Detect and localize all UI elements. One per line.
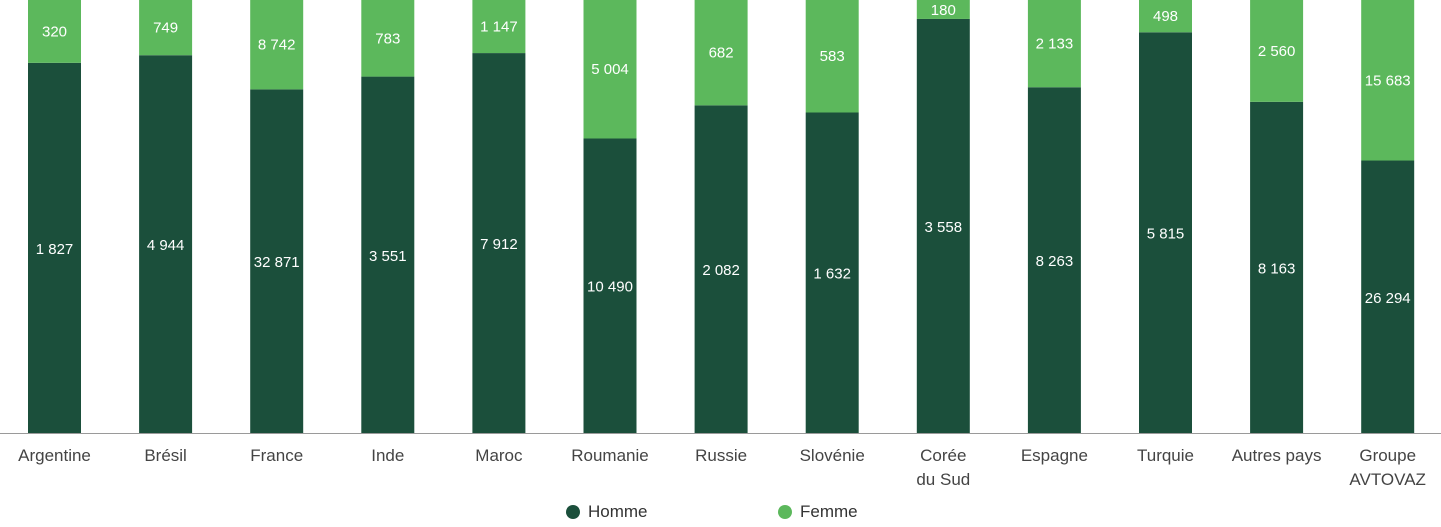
x-tick-label-russie: Russie (695, 446, 747, 465)
value-label-femme-autres-pays: 2 560 (1258, 43, 1296, 60)
bar-homme-maroc (472, 53, 526, 433)
value-label-homme-autres-pays: 8 163 (1258, 260, 1296, 277)
value-label-femme-coree-du-sud: 180 (931, 2, 956, 19)
bar-femme-maroc (472, 0, 526, 54)
value-label-femme-slovenie: 583 (820, 48, 845, 65)
bar-homme-slovenie (805, 112, 859, 433)
bar-homme-france (250, 89, 304, 433)
value-label-femme-inde: 783 (375, 30, 400, 47)
value-label-homme-slovenie: 1 632 (813, 266, 851, 283)
value-label-femme-argentine: 320 (42, 23, 67, 40)
x-tick-label-inde: Inde (371, 446, 404, 465)
bar-femme-autres-pays (1250, 0, 1304, 102)
x-tick-label-france: France (250, 446, 303, 465)
x-tick-label-coree-du-sud: Corée du Sud (916, 446, 970, 489)
legend: Homme Femme (0, 502, 1441, 526)
value-labels-layer: 1 827 320 4 944 749 32 871 8 742 3 551 783 7 912… (36, 2, 1411, 307)
x-tick-label-roumanie: Roumanie (571, 446, 649, 465)
x-tick-label-bresil: Brésil (144, 446, 187, 465)
legend-item-homme: Homme (566, 502, 648, 522)
bar-femme-espagne (1027, 0, 1081, 88)
value-label-femme-roumanie: 5 004 (591, 61, 629, 78)
value-label-homme-bresil: 4 944 (147, 237, 185, 254)
x-tick-label-autres-pays: Autres pays (1232, 446, 1322, 465)
bar-femme-france (250, 0, 304, 90)
bar-femme-turquie (1139, 0, 1192, 33)
value-label-femme-france: 8 742 (258, 37, 296, 54)
x-tick-label-argentine: Argentine (18, 446, 91, 465)
legend-item-femme: Femme (778, 502, 858, 522)
x-tick-label-maroc: Maroc (475, 446, 523, 465)
bars-layer (28, 0, 1415, 434)
bar-homme-russie (694, 105, 748, 434)
legend-label-femme: Femme (800, 502, 858, 521)
bar-homme-inde (361, 76, 415, 434)
value-label-homme-russie: 2 082 (702, 262, 740, 279)
value-label-homme-groupe-avtovaz: 26 294 (1365, 290, 1411, 307)
value-label-femme-turquie: 498 (1153, 8, 1178, 25)
x-tick-label-slovenie: Slovénie (800, 446, 865, 465)
value-label-homme-coree-du-sud: 3 558 (925, 219, 963, 236)
bar-femme-groupe-avtovaz (1361, 0, 1415, 161)
legend-swatch-homme (566, 505, 580, 519)
value-label-femme-maroc: 1 147 (480, 19, 518, 36)
bar-homme-coree-du-sud (916, 18, 970, 434)
legend-swatch-femme (778, 505, 792, 519)
legend-label-homme: Homme (588, 502, 648, 521)
x-tick-label-espagne: Espagne (1021, 446, 1088, 465)
bar-homme-bresil (139, 55, 193, 434)
bar-homme-roumanie (583, 138, 637, 433)
bar-femme-roumanie (583, 0, 637, 139)
value-label-femme-bresil: 749 (153, 20, 178, 37)
value-label-femme-russie: 682 (709, 45, 734, 62)
x-tick-label-groupe-avtovaz: Groupe AVTOVAZ (1349, 446, 1426, 489)
value-label-femme-groupe-avtovaz: 15 683 (1365, 72, 1411, 89)
bar-femme-russie (694, 0, 748, 106)
bar-homme-autres-pays (1250, 101, 1304, 433)
bar-femme-bresil (139, 0, 193, 56)
value-label-homme-turquie: 5 815 (1147, 226, 1185, 243)
bar-homme-argentine (28, 62, 81, 433)
value-label-homme-roumanie: 10 490 (587, 279, 633, 296)
bar-homme-groupe-avtovaz (1361, 160, 1415, 433)
value-label-homme-argentine: 1 827 (36, 241, 74, 258)
bar-homme-turquie (1139, 32, 1192, 433)
bar-femme-slovenie (805, 0, 859, 113)
bar-femme-inde (361, 0, 415, 77)
x-tick-label-turquie: Turquie (1137, 446, 1194, 465)
value-label-homme-espagne: 8 263 (1036, 253, 1074, 270)
value-label-homme-france: 32 871 (254, 254, 300, 271)
bar-femme-coree-du-sud (916, 0, 970, 19)
bar-femme-argentine (28, 0, 81, 63)
value-label-homme-maroc: 7 912 (480, 236, 518, 253)
value-label-femme-espagne: 2 133 (1036, 36, 1074, 53)
value-label-homme-inde: 3 551 (369, 248, 407, 265)
bar-homme-espagne (1027, 87, 1081, 433)
x-axis-tick-labels: Argentine Brésil France Inde Maroc Roumanie Ru… (18, 446, 1426, 489)
